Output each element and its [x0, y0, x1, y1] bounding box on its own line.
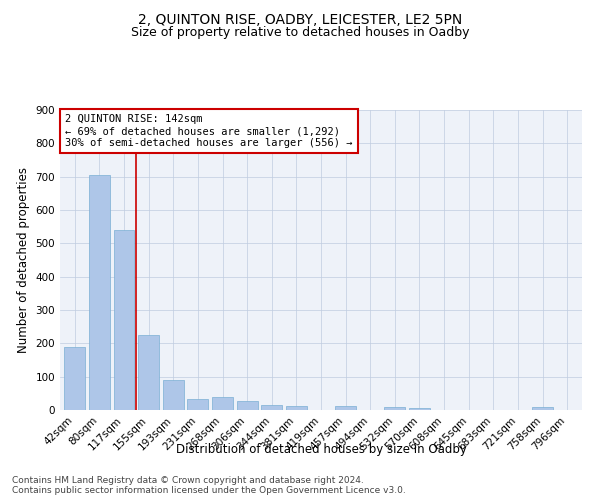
- Y-axis label: Number of detached properties: Number of detached properties: [17, 167, 30, 353]
- Text: Contains HM Land Registry data © Crown copyright and database right 2024.
Contai: Contains HM Land Registry data © Crown c…: [12, 476, 406, 495]
- Bar: [385, 408, 406, 410]
- Bar: [89, 175, 110, 410]
- Bar: [138, 335, 159, 410]
- Bar: [163, 380, 184, 410]
- Text: Size of property relative to detached houses in Oadby: Size of property relative to detached ho…: [131, 26, 469, 39]
- Text: 2, QUINTON RISE, OADBY, LEICESTER, LE2 5PN: 2, QUINTON RISE, OADBY, LEICESTER, LE2 5…: [138, 12, 462, 26]
- Text: Distribution of detached houses by size in Oadby: Distribution of detached houses by size …: [176, 442, 466, 456]
- Bar: [409, 408, 430, 410]
- Bar: [236, 402, 257, 410]
- Bar: [64, 346, 85, 410]
- Bar: [261, 405, 282, 410]
- Bar: [187, 400, 208, 410]
- Bar: [532, 406, 553, 410]
- Bar: [286, 406, 307, 410]
- Text: 2 QUINTON RISE: 142sqm
← 69% of detached houses are smaller (1,292)
30% of semi-: 2 QUINTON RISE: 142sqm ← 69% of detached…: [65, 114, 353, 148]
- Bar: [113, 230, 134, 410]
- Bar: [212, 396, 233, 410]
- Bar: [335, 406, 356, 410]
